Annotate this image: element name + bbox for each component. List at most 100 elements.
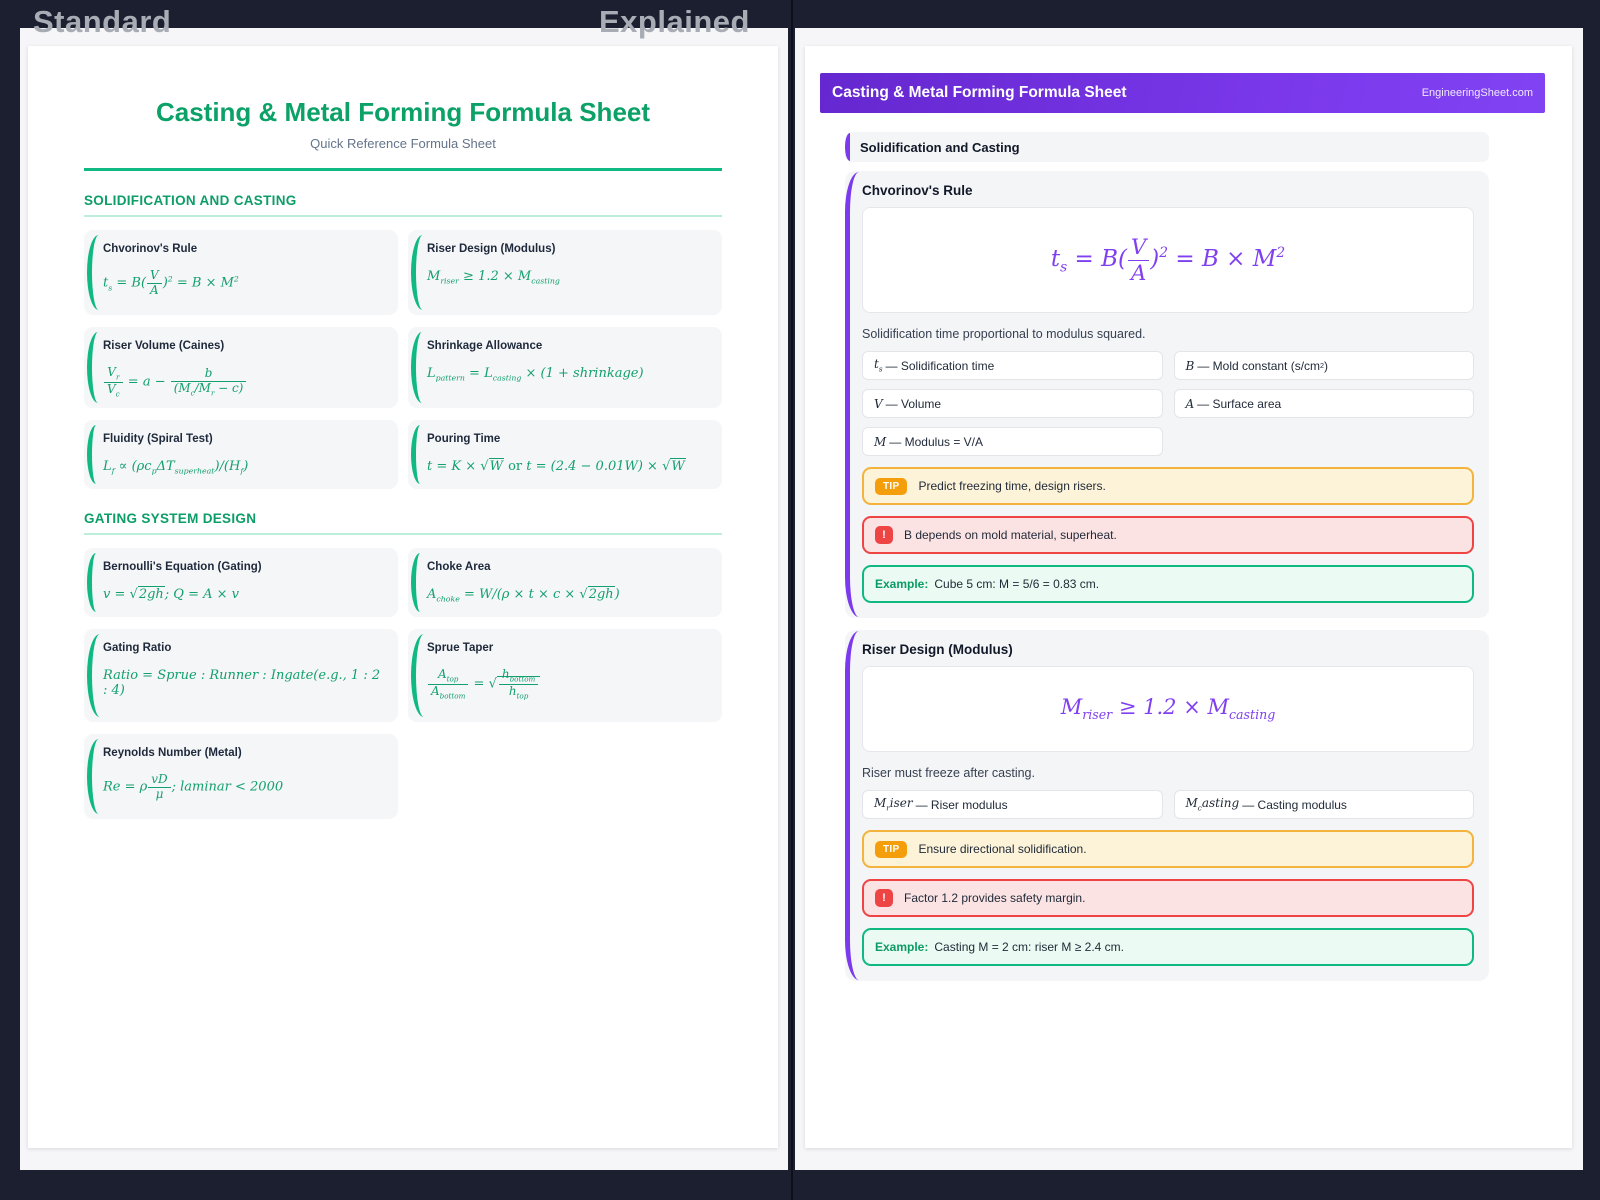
formula-card-grid: Chvorinov's Rule ts = B(V A)2 = B × M2 Ri… bbox=[84, 230, 722, 490]
formula: Atop Abottom = √ hbottom htop bbox=[427, 668, 710, 700]
formula-card-title: Choke Area bbox=[427, 561, 491, 574]
formula-card: Reynolds Number (Metal) Re = ρ vD μ; lamin… bbox=[84, 734, 398, 820]
warning-icon: ! bbox=[875, 889, 893, 907]
example-label: Example: bbox=[875, 940, 929, 954]
section-header: Solidification and Casting bbox=[845, 132, 1489, 162]
card-bracket bbox=[87, 425, 104, 485]
formula-card-grid: Bernoulli's Equation (Gating) v = √2gh; … bbox=[84, 548, 722, 820]
standard-content: Casting & Metal Forming Formula Sheet Qu… bbox=[28, 46, 778, 820]
tip-callout: TIP Predict freezing time, design risers… bbox=[862, 467, 1474, 505]
card-bracket bbox=[87, 739, 104, 815]
formula: Mriser ≥ 1.2 × Mcasting bbox=[427, 269, 560, 286]
example-text: Casting M = 2 cm: riser M ≥ 2.4 cm. bbox=[934, 940, 1124, 954]
tip-text: Ensure directional solidification. bbox=[918, 842, 1087, 856]
formula-card-title: Shrinkage Allowance bbox=[427, 340, 543, 352]
sheet-header-title: Casting & Metal Forming Formula Sheet bbox=[832, 84, 1127, 101]
warning-callout: ! Factor 1.2 provides safety margin. bbox=[862, 879, 1474, 917]
card-bracket bbox=[87, 553, 104, 613]
warning-text: Factor 1.2 provides safety margin. bbox=[904, 891, 1086, 905]
formula: ts = B(V A)2 = B × M2 bbox=[103, 268, 239, 297]
card-bracket bbox=[411, 235, 428, 310]
formula-card-title: Pouring Time bbox=[427, 433, 501, 446]
formula: Lf ∝ (ρcpΔTsuperheat)/(Hf) bbox=[103, 459, 249, 476]
section-heading-gating: GATING SYSTEM DESIGN bbox=[84, 511, 722, 536]
formula-card-title: Reynolds Number (Metal) bbox=[103, 747, 242, 760]
explained-page: Casting & Metal Forming Formula Sheet En… bbox=[805, 46, 1572, 1148]
formula-card-title: Bernoulli's Equation (Gating) bbox=[103, 561, 262, 574]
formula-card: Gating Ratio Ratio = Sprue : Runner : In… bbox=[84, 629, 398, 723]
formula: Achoke = W/(ρ × t × c × √2gh) bbox=[427, 586, 620, 604]
variable-definition: ts — Solidification time bbox=[862, 351, 1163, 380]
formula-card: Chvorinov's Rule ts = B(V A)2 = B × M2 bbox=[84, 230, 398, 315]
page-subtitle: Quick Reference Formula Sheet bbox=[310, 136, 496, 151]
card-bracket bbox=[411, 332, 428, 404]
variable-grid: ts — Solidification time B — Mold consta… bbox=[862, 351, 1474, 456]
variable-grid: Mriser — Riser modulus Mcasting — Castin… bbox=[862, 790, 1474, 819]
warning-icon: ! bbox=[875, 526, 893, 544]
formula-card: Riser Volume (Caines) Vr Vc = a − b (Mc/Mr… bbox=[84, 327, 398, 409]
example-text: Cube 5 cm: M = 5/6 = 0.83 cm. bbox=[934, 577, 1100, 591]
formula-card-title: Fluidity (Spiral Test) bbox=[103, 433, 213, 446]
example-callout: Example: Casting M = 2 cm: riser M ≥ 2.4… bbox=[862, 928, 1474, 966]
explained-card-title: Riser Design (Modulus) bbox=[862, 642, 1013, 657]
pane-label-standard: Standard bbox=[33, 4, 172, 39]
formula: Lpattern = Lcasting × (1 + shrinkage) bbox=[427, 366, 644, 383]
explained-card-riser-design: Riser Design (Modulus) Mriser ≥ 1.2 × Mc… bbox=[845, 630, 1489, 981]
formula-card: Fluidity (Spiral Test) Lf ∝ (ρcpΔTsuperh… bbox=[84, 420, 398, 490]
section-bracket bbox=[845, 133, 862, 161]
page-title: Casting & Metal Forming Formula Sheet bbox=[155, 97, 651, 127]
card-bracket bbox=[87, 332, 104, 404]
formula: t = K × √W or t = (2.4 − 0.01W) × √W bbox=[427, 458, 686, 475]
formula-card-title: Chvorinov's Rule bbox=[103, 243, 198, 255]
card-bracket bbox=[411, 553, 428, 613]
variable-definition: B — Mold constant (s/cm 2) bbox=[1173, 351, 1474, 380]
formula-card: Sprue Taper Atop Abottom = √ hbottom htop bbox=[408, 629, 722, 723]
formula: v = √2gh; Q = A × v bbox=[103, 586, 239, 603]
pane-divider bbox=[791, 0, 793, 1200]
example-callout: Example: Cube 5 cm: M = 5/6 = 0.83 cm. bbox=[862, 565, 1474, 603]
formula-card-title: Riser Volume (Caines) bbox=[103, 340, 225, 352]
formula: ts = B(V A)2 = B × M2 bbox=[1050, 234, 1286, 285]
sheet-header-bar: Casting & Metal Forming Formula Sheet En… bbox=[820, 73, 1545, 113]
formula: Re = ρ vD μ; laminar < 2000 bbox=[103, 772, 284, 801]
variable-definition: V — Volume bbox=[862, 389, 1163, 418]
formula-card: Shrinkage Allowance Lpattern = Lcasting … bbox=[408, 327, 722, 409]
explained-card-chvorinov: Chvorinov's Rule ts = B(V A)2 = B × M2 So… bbox=[845, 171, 1489, 618]
sheet-header-site: EngineeringSheet.com bbox=[1421, 87, 1533, 99]
formula-card-title: Sprue Taper bbox=[427, 642, 494, 655]
card-bracket bbox=[411, 425, 428, 485]
card-bracket bbox=[845, 631, 862, 980]
standard-page: Casting & Metal Forming Formula Sheet Qu… bbox=[28, 46, 778, 1148]
explained-card-title: Chvorinov's Rule bbox=[862, 183, 973, 198]
section-header-label: Solidification and Casting bbox=[860, 139, 1020, 155]
formula-card: Choke Area Achoke = W/(ρ × t × c × √2gh) bbox=[408, 548, 722, 618]
formula-card-title: Riser Design (Modulus) bbox=[427, 243, 556, 255]
formula-box: ts = B(V A)2 = B × M2 bbox=[862, 207, 1474, 313]
variable-definition: Mcasting — Casting modulus bbox=[1173, 790, 1474, 819]
formula-description: Solidification time proportional to modu… bbox=[862, 327, 1146, 341]
formula-card-title: Gating Ratio bbox=[103, 642, 172, 655]
tip-callout: TIP Ensure directional solidification. bbox=[862, 830, 1474, 868]
tip-text: Predict freezing time, design risers. bbox=[918, 479, 1106, 493]
formula: Mriser ≥ 1.2 × Mcasting bbox=[1060, 695, 1276, 723]
card-bracket bbox=[411, 634, 428, 718]
warning-callout: ! B depends on mold material, superheat. bbox=[862, 516, 1474, 554]
formula: Ratio = Sprue : Runner : Ingate(e.g., 1 … bbox=[103, 668, 381, 699]
formula: Vr Vc = a − b (Mc/Mr − c) bbox=[103, 365, 386, 398]
card-bracket bbox=[845, 172, 862, 617]
section-heading-solidification: SOLIDIFICATION AND CASTING bbox=[84, 193, 722, 217]
explained-pane: Casting & Metal Forming Formula Sheet En… bbox=[795, 28, 1583, 1170]
warning-text: B depends on mold material, superheat. bbox=[904, 528, 1117, 542]
standard-pane: Casting & Metal Forming Formula Sheet Qu… bbox=[20, 28, 788, 1170]
formula-description: Riser must freeze after casting. bbox=[862, 766, 1035, 780]
variable-definition: Mriser — Riser modulus bbox=[862, 790, 1163, 819]
formula-card: Pouring Time t = K × √W or t = (2.4 − 0.… bbox=[408, 420, 722, 490]
variable-definition: A — Surface area bbox=[1173, 389, 1474, 418]
pane-label-explained: Explained bbox=[599, 4, 750, 39]
card-bracket bbox=[87, 235, 104, 310]
formula-box: Mriser ≥ 1.2 × Mcasting bbox=[862, 666, 1474, 752]
example-label: Example: bbox=[875, 577, 929, 591]
formula-card: Bernoulli's Equation (Gating) v = √2gh; … bbox=[84, 548, 398, 618]
tip-badge: TIP bbox=[875, 477, 908, 495]
